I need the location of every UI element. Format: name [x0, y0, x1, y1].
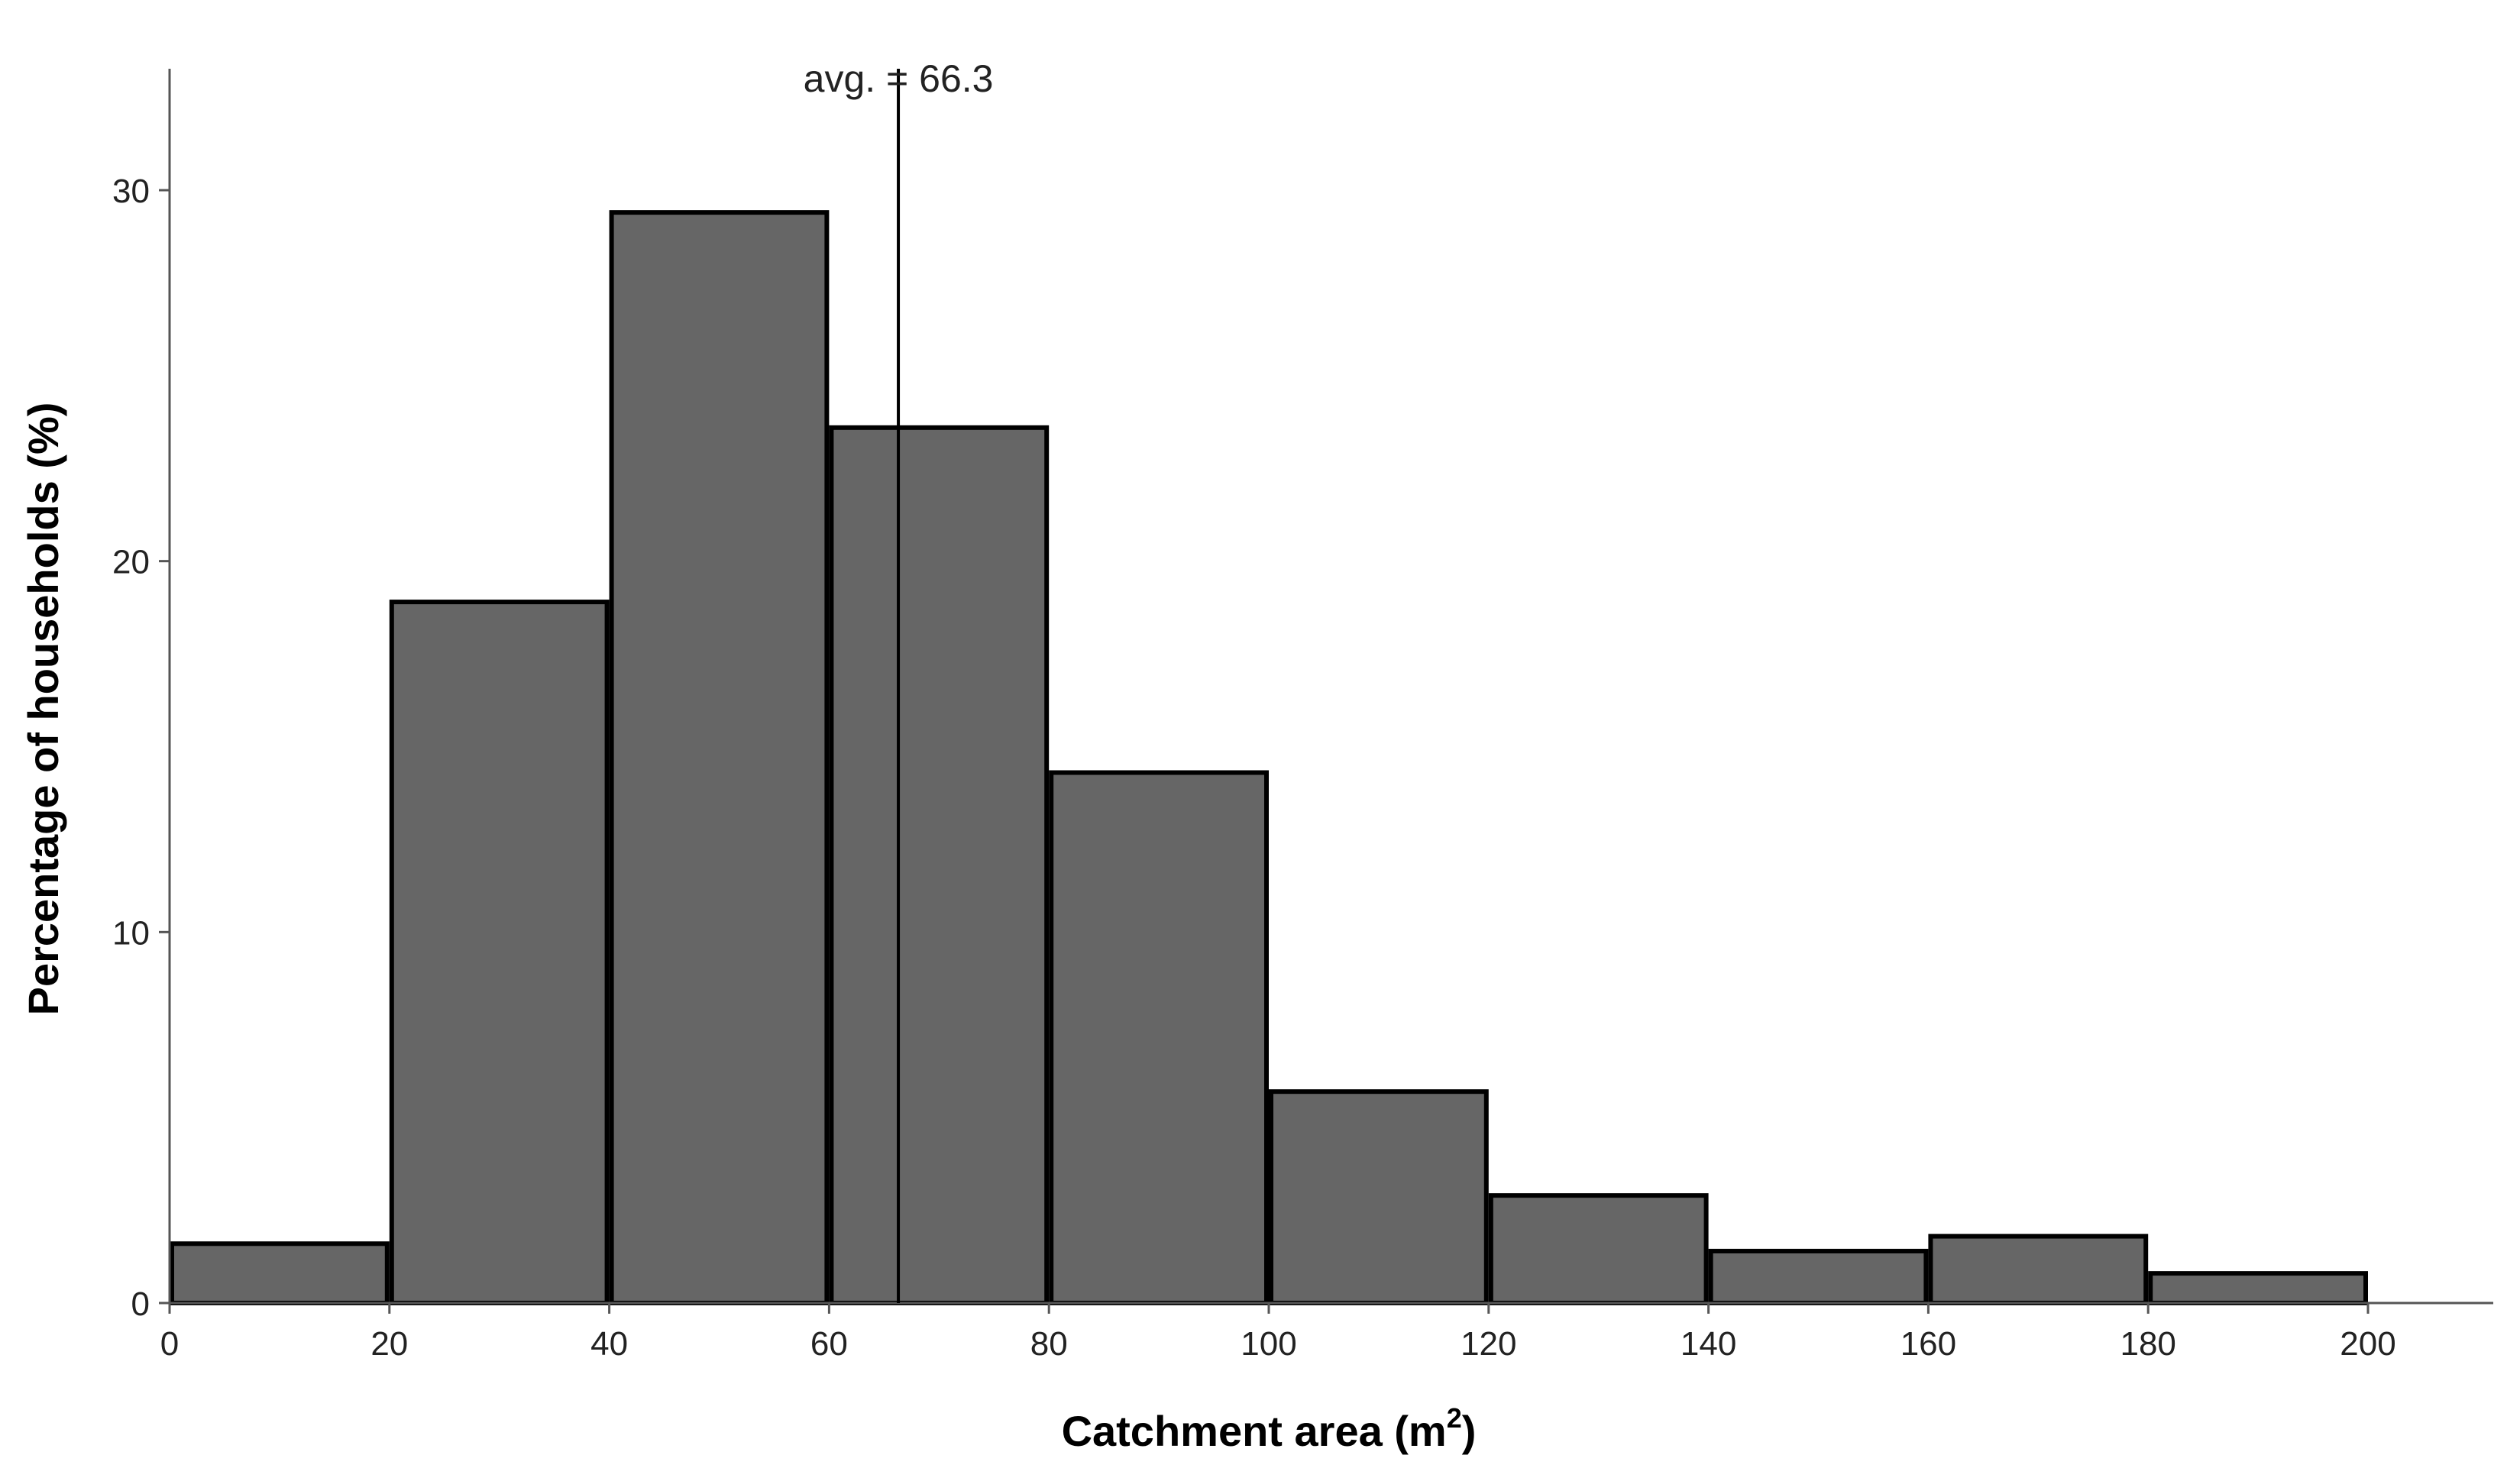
- x-axis-title-main: Catchment area (m: [1062, 1407, 1447, 1455]
- x-tick-label-200: 200: [2340, 1325, 2395, 1363]
- mean-label: avg. = 66.3: [804, 57, 994, 100]
- histogram-bar-20-40: [389, 600, 610, 1305]
- x-tick-label-160: 160: [1901, 1325, 1956, 1363]
- histogram-bar-140-160: [1708, 1249, 1929, 1306]
- bars-layer: [170, 210, 2368, 1306]
- axes-layer: [168, 69, 2493, 1305]
- x-tick-label-100: 100: [1241, 1325, 1296, 1363]
- histogram-bar-40-60: [609, 210, 830, 1305]
- x-axis-title-superscript: 2: [1447, 1402, 1462, 1434]
- ticks-layer: 0 20 40 60 80 100 120 140 160 180 200 0 10 20 30: [112, 173, 2396, 1363]
- histogram-bar-100-120: [1269, 1089, 1489, 1306]
- x-tick-label-40: 40: [590, 1325, 628, 1363]
- x-tick-label-80: 80: [1030, 1325, 1068, 1363]
- x-tick-label-140: 140: [1681, 1325, 1736, 1363]
- x-axis-title: Catchment area (m2): [1062, 1402, 1477, 1455]
- x-tick-label-0: 0: [160, 1325, 179, 1363]
- x-axis-title-suffix: ): [1462, 1407, 1477, 1455]
- histogram-bar-120-140: [1488, 1193, 1709, 1305]
- y-tick-label-30: 30: [112, 173, 150, 210]
- y-axis-title: Percentage of households (%): [19, 403, 67, 1016]
- histogram-bar-160-180: [1928, 1234, 2149, 1305]
- histogram-bar-180-200: [2148, 1271, 2368, 1305]
- x-tick-label-120: 120: [1461, 1325, 1516, 1363]
- y-tick-label-20: 20: [112, 544, 150, 581]
- y-tick-label-0: 0: [131, 1285, 150, 1323]
- x-tick-label-20: 20: [370, 1325, 408, 1363]
- histogram-bar-80-100: [1049, 770, 1269, 1305]
- histogram-bar-60-80: [829, 425, 1050, 1305]
- histogram-bar-0-20: [170, 1241, 390, 1305]
- x-tick-label-180: 180: [2120, 1325, 2175, 1363]
- y-tick-label-10: 10: [112, 914, 150, 952]
- mean-layer: avg. = 66.3: [804, 57, 994, 1303]
- x-tick-label-60: 60: [810, 1325, 848, 1363]
